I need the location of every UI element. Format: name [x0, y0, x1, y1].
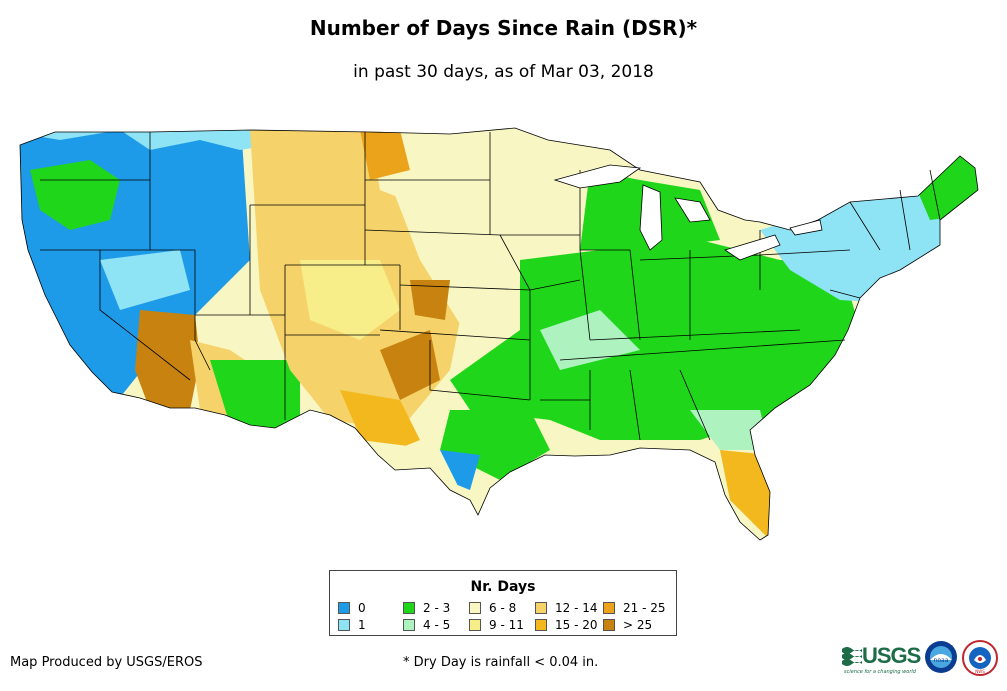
legend: Nr. Days 0 1 2 - 3 4 - 5 6 - 8 9 - 11 12… — [329, 570, 677, 636]
legend-label: 2 - 3 — [423, 601, 451, 615]
usgs-tagline: science for a changing world — [844, 669, 916, 675]
legend-swatch — [535, 602, 547, 614]
great-lakes — [553, 164, 823, 261]
legend-title: Nr. Days — [470, 579, 536, 595]
usgs-logo: USGS science for a changing world — [842, 643, 921, 675]
legend-swatch — [338, 619, 350, 631]
legend-swatch — [469, 602, 481, 614]
legend-label: 21 - 25 — [623, 601, 666, 615]
legend-swatch — [403, 602, 415, 614]
legend-label: 1 — [358, 618, 366, 632]
legend-item: 9 - 11 — [469, 618, 524, 632]
footnote: * Dry Day is rainfall < 0.04 in. — [403, 655, 599, 670]
legend-swatch — [469, 619, 481, 631]
state-borders — [19, 127, 979, 541]
usgs-wordmark: USGS — [862, 643, 921, 668]
map-subtitle: in past 30 days, as of Mar 03, 2018 — [353, 62, 654, 82]
noaa-logo-icon: noaa — [925, 641, 957, 673]
legend-swatch — [403, 619, 415, 631]
legend-swatch — [535, 619, 547, 631]
legend-label: 12 - 14 — [555, 601, 598, 615]
legend-item: 2 - 3 — [403, 601, 450, 615]
legend-swatch — [603, 619, 615, 631]
legend-item: 0 — [338, 601, 366, 615]
legend-item: 6 - 8 — [469, 601, 516, 615]
legend-label: 9 - 11 — [489, 618, 524, 632]
nws-logo-icon: NWS — [962, 640, 998, 676]
legend-label: 4 - 5 — [423, 618, 451, 632]
usgs-wave-icon — [842, 647, 862, 666]
legend-item: 4 - 5 — [403, 618, 450, 632]
legend-item: 1 — [338, 618, 366, 632]
legend-item: 21 - 25 — [603, 601, 666, 615]
credit-text: Map Produced by USGS/EROS — [10, 655, 203, 670]
legend-label: 6 - 8 — [489, 601, 517, 615]
legend-label: 0 — [358, 601, 366, 615]
svg-text:NWS: NWS — [975, 669, 985, 674]
legend-item: 15 - 20 — [535, 618, 598, 632]
us-dsr-map — [19, 127, 979, 541]
legend-item: > 25 — [603, 618, 652, 632]
legend-item: 12 - 14 — [535, 601, 598, 615]
svg-text:noaa: noaa — [934, 657, 949, 664]
dsr-regions — [20, 128, 978, 540]
legend-label: > 25 — [623, 618, 653, 632]
map-title: Number of Days Since Rain (DSR)* — [309, 16, 698, 40]
legend-swatch — [338, 602, 350, 614]
legend-label: 15 - 20 — [555, 618, 598, 632]
legend-swatch — [603, 602, 615, 614]
